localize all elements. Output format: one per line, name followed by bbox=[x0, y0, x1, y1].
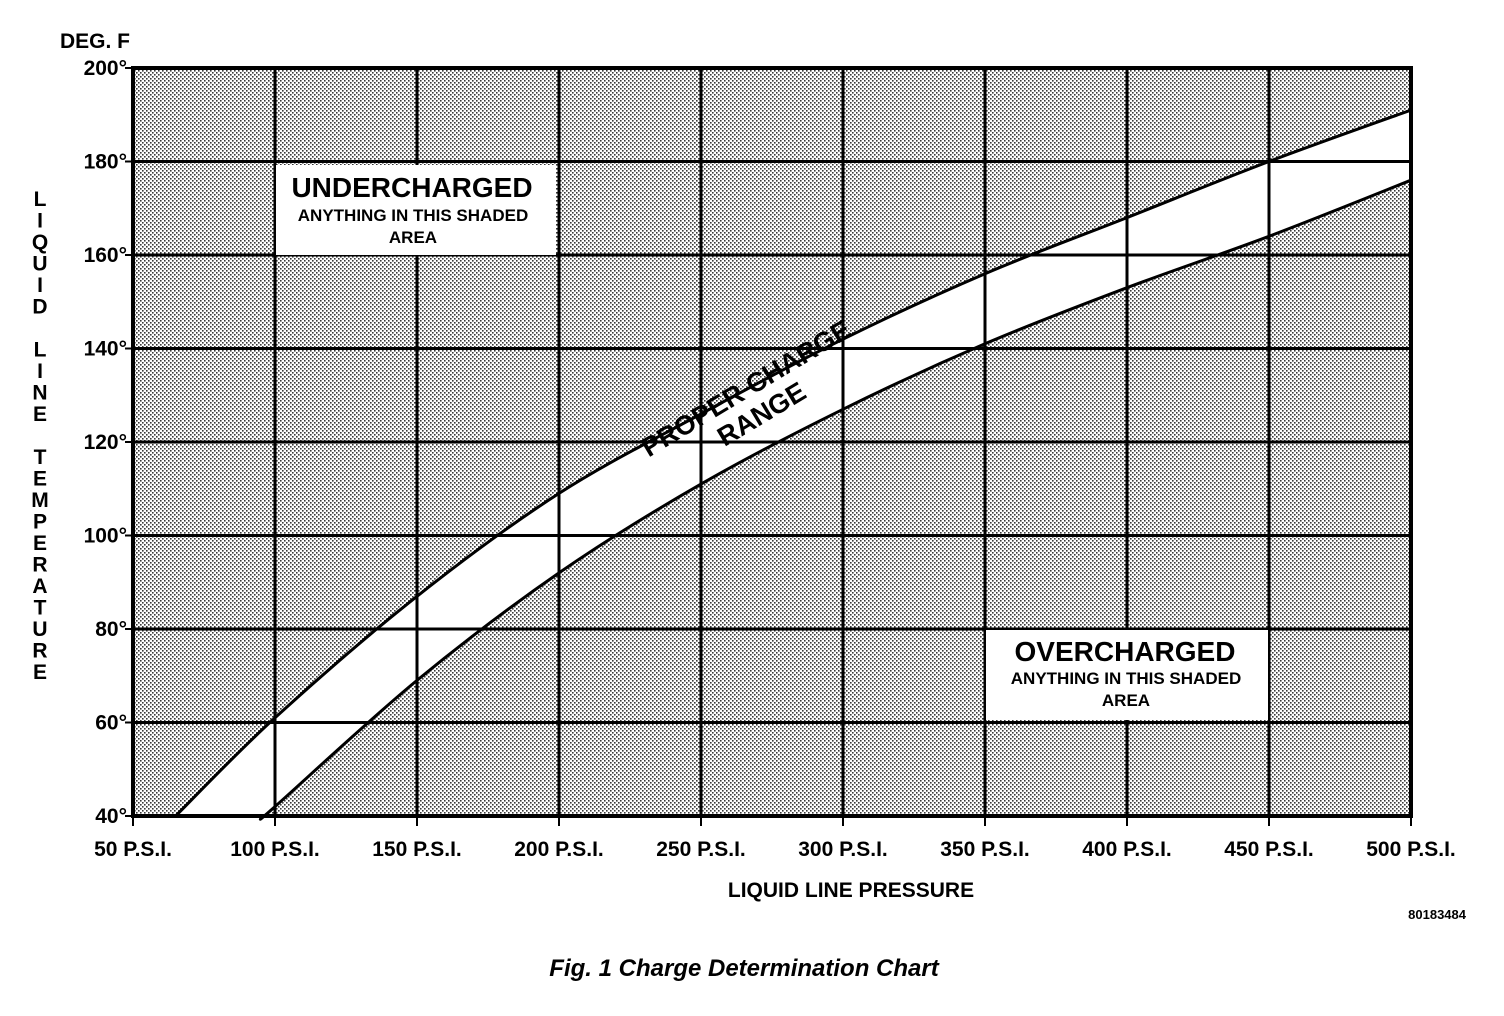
y-axis-title-letter: N bbox=[32, 382, 47, 405]
y-tick-label: 100° bbox=[84, 525, 127, 548]
proper-charge-band bbox=[175, 110, 1412, 820]
x-tick-labels: 50 P.S.I. 100 P.S.I. 150 P.S.I. 200 P.S.I. 2… bbox=[94, 816, 1456, 861]
x-tick-label: 400 P.S.I. bbox=[1082, 838, 1172, 861]
x-axis-title: LIQUID LINE PRESSURE bbox=[728, 879, 974, 902]
x-tick-label: 200 P.S.I. bbox=[514, 838, 604, 861]
overcharged-title: OVERCHARGED bbox=[1015, 636, 1236, 667]
y-axis-title-letter: T bbox=[34, 597, 47, 620]
x-tick-label: 150 P.S.I. bbox=[372, 838, 462, 861]
overcharged-desc-line2: AREA bbox=[1102, 691, 1150, 710]
y-axis-title-letter: A bbox=[32, 575, 47, 598]
y-tick-label: 160° bbox=[84, 244, 127, 267]
overcharged-desc-line1: ANYTHING IN THIS SHADED bbox=[1011, 669, 1241, 688]
undercharged-title: UNDERCHARGED bbox=[291, 172, 532, 203]
y-tick-label: 40° bbox=[95, 805, 127, 828]
y-axis-title-letter: L bbox=[34, 339, 47, 362]
y-tick-label: 80° bbox=[95, 618, 127, 641]
lower-boundary-line bbox=[258, 178, 1412, 821]
y-axis-title-letter: Q bbox=[32, 231, 48, 254]
y-axis-title-letter: E bbox=[33, 468, 47, 491]
y-axis-title-letter: E bbox=[33, 532, 47, 555]
y-unit-label: DEG. F bbox=[60, 30, 130, 53]
x-tick-label: 450 P.S.I. bbox=[1224, 838, 1314, 861]
figure-id: 80183484 bbox=[1408, 907, 1467, 922]
y-axis-title-letter: R bbox=[32, 640, 47, 663]
y-axis-title-letter: I bbox=[37, 360, 43, 383]
x-tick-label: 250 P.S.I. bbox=[656, 838, 746, 861]
y-tick-label: 60° bbox=[95, 712, 127, 735]
y-axis-title-letter: D bbox=[32, 296, 47, 319]
undercharged-desc-line2: AREA bbox=[389, 228, 437, 247]
y-axis-title-letter: E bbox=[33, 403, 47, 426]
undercharged-label-box: UNDERCHARGED ANYTHING IN THIS SHADED ARE… bbox=[276, 165, 556, 255]
y-tick-label: 140° bbox=[84, 338, 127, 361]
y-axis-title-letter: I bbox=[37, 210, 43, 233]
y-axis-title-letter: M bbox=[31, 489, 49, 512]
y-axis-title-letter: P bbox=[33, 511, 47, 534]
y-axis-title-letter: U bbox=[32, 253, 47, 276]
y-axis-title-letter: U bbox=[32, 618, 47, 641]
undercharged-desc-line1: ANYTHING IN THIS SHADED bbox=[298, 206, 528, 225]
overcharged-label-box: OVERCHARGED ANYTHING IN THIS SHADED AREA bbox=[986, 630, 1268, 720]
y-tick-labels: 40° 60° 80° 100° 120° 140° 160° 180° 200° bbox=[84, 57, 133, 828]
y-axis-title-letter: E bbox=[33, 661, 47, 684]
vertical-gridlines bbox=[273, 68, 1271, 816]
y-tick-label: 120° bbox=[84, 431, 127, 454]
x-tick-label: 500 P.S.I. bbox=[1366, 838, 1456, 861]
y-axis-title-letter: L bbox=[34, 188, 47, 211]
y-axis-title-letter: I bbox=[37, 274, 43, 297]
y-tick-label: 180° bbox=[84, 151, 127, 174]
x-tick-label: 350 P.S.I. bbox=[940, 838, 1030, 861]
upper-boundary-line bbox=[174, 108, 1412, 818]
x-tick-label: 100 P.S.I. bbox=[230, 838, 320, 861]
y-axis-title-letter: T bbox=[34, 446, 47, 469]
y-axis-title-letter: R bbox=[32, 554, 47, 577]
x-tick-label: 300 P.S.I. bbox=[798, 838, 888, 861]
figure-caption: Fig. 1 Charge Determination Chart bbox=[549, 955, 939, 982]
x-tick-label: 50 P.S.I. bbox=[94, 838, 172, 861]
y-tick-label: 200° bbox=[84, 57, 127, 80]
